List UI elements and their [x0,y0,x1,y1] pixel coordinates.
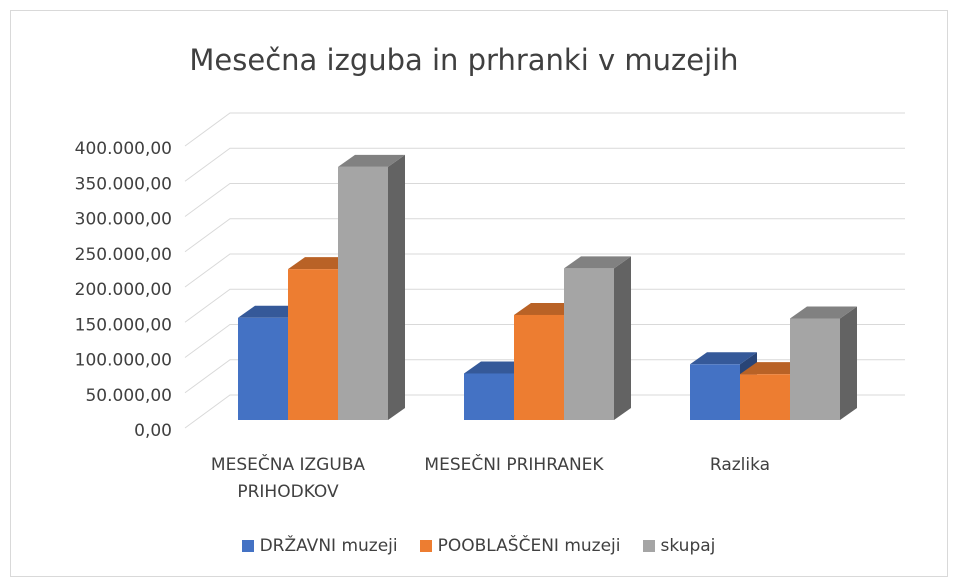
bar-side [614,256,631,420]
legend-item: skupaj [642,536,716,556]
bar-side [388,154,405,420]
x-tick-label: MESEČNA IZGUBA PRIHODKOV [210,455,366,502]
legend-label: skupaj [660,536,716,556]
grid-line [184,147,905,182]
bar [338,154,405,420]
legend-item: POOBLAŠČENI muzeji [419,536,621,556]
y-tick-label: 100.000,00 [75,351,172,371]
y-tick-label: 200.000,00 [75,280,172,300]
y-tick-label: 250.000,00 [75,245,172,265]
grid-line [184,359,905,394]
bar-front [790,318,840,420]
legend-swatch [419,540,432,552]
grid-line [184,324,905,358]
bar-front [514,314,564,420]
bar-top [564,256,631,269]
x-tick-label: Razlika [709,455,771,475]
bar-front [690,364,740,420]
grid-line [184,218,905,253]
bar-top [690,352,757,365]
legend-label: POOBLAŠČENI muzeji [437,536,621,556]
bar [564,256,631,420]
y-tick-label: 50.000,00 [85,386,172,406]
grid-line [184,183,905,217]
legend-swatch [241,540,254,552]
grid-line [184,253,905,288]
bar-front [740,374,790,420]
bar-front [238,317,288,420]
bar-front [288,269,338,420]
bar-front [564,268,614,420]
legend-item: DRŽAVNI muzeji [241,536,398,556]
x-tick-label: MESEČNI PRIHRANEK [424,455,604,475]
bar-front [464,373,514,420]
chart-title: Mesečna izguba in prhranki v muzejih [189,43,738,77]
legend: DRŽAVNI muzeji POOBLAŠČENI muzeji skupaj [0,536,957,556]
grid-line [184,112,905,147]
chart-frame [10,10,948,577]
bar-front [338,166,388,420]
legend-swatch [642,540,655,552]
legend-label: DRŽAVNI muzeji [259,536,398,556]
grid-line [184,394,905,429]
y-tick-label: 350.000,00 [75,174,172,194]
bar-top [338,154,405,167]
y-tick-label: 400.000,00 [75,139,172,159]
grid-line [184,288,905,323]
y-tick-label: 0,00 [134,421,172,441]
bar-top [790,306,857,319]
bar [790,306,857,420]
y-tick-label: 150.000,00 [75,315,172,335]
y-tick-label: 300.000,00 [75,210,172,230]
bar-side [840,306,857,420]
